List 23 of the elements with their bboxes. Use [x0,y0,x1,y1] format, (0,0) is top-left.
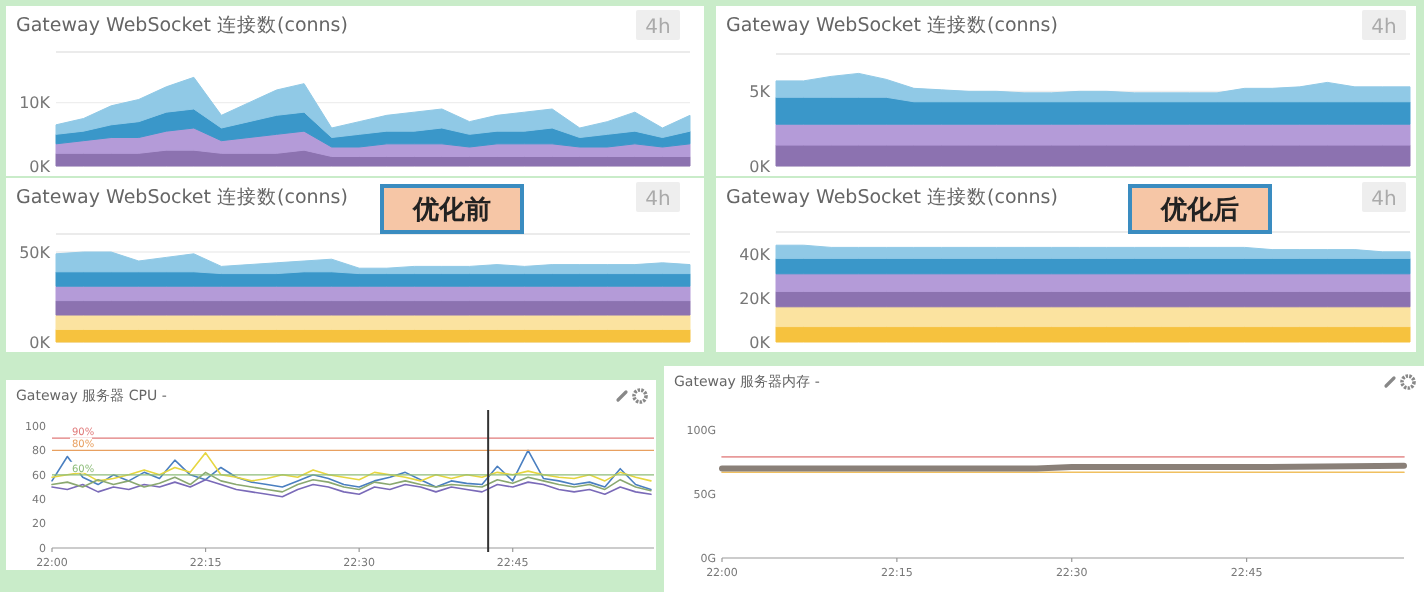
y-tick-label: 0K [749,333,772,352]
text: 4h [1371,189,1397,211]
y-tick-label: 20K [739,289,772,308]
y-tick-label: 5K [749,82,772,101]
y-tick-label: 0K [29,157,52,176]
line-series [51,452,652,482]
text: 4h [645,189,671,211]
chart-title: Gateway WebSocket 连接数(conns) [726,185,1058,209]
line-series [51,449,652,491]
text: 4h [645,17,671,39]
chart-title: Gateway WebSocket 连接数(conns) [16,185,348,209]
text: 优化后 [1159,194,1239,226]
y-tick-label: 40K [739,245,772,264]
text: 4h [1371,17,1397,39]
line-series [51,471,652,493]
chart-title: Gateway WebSocket 连接数(conns) [16,13,348,37]
y-tick-label: 50K [19,243,52,262]
text: 优化前 [411,196,491,226]
y-tick-label: 10K [19,94,52,113]
y-tick-label: 0K [749,157,772,176]
line-series [51,478,652,498]
chart-title: Gateway WebSocket 连接数(conns) [726,13,1058,37]
y-tick-label: 0K [29,333,52,352]
